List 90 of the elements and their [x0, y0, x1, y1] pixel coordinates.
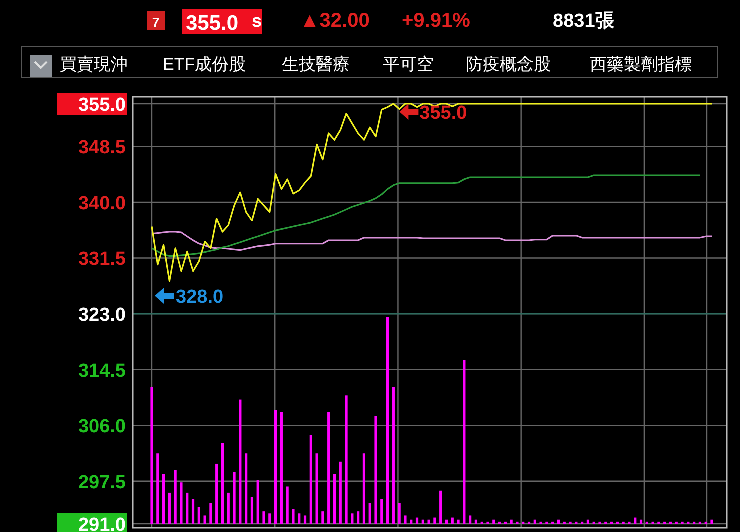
bar [298, 514, 301, 524]
bar [328, 412, 330, 524]
bar [428, 520, 430, 524]
bar [374, 416, 378, 524]
annotation: 355.0 [420, 103, 468, 124]
bar [351, 514, 354, 524]
bar [227, 492, 230, 524]
bar [422, 520, 424, 524]
bar [204, 516, 206, 524]
y-tick-label: 323.0 [78, 305, 126, 326]
y-tick-label: 291.0 [78, 515, 126, 532]
y-tick-label: 314.5 [78, 360, 126, 382]
bar [368, 503, 372, 524]
bar [362, 454, 366, 524]
bar [640, 520, 643, 524]
bar [410, 520, 413, 524]
bar [245, 454, 248, 524]
bar [174, 470, 177, 524]
chart-title: 355.0 [186, 12, 239, 35]
bar [316, 454, 318, 524]
bar [492, 520, 496, 524]
text: 8831張 [553, 11, 616, 32]
bar [322, 512, 324, 524]
bar [262, 512, 266, 524]
bar [192, 499, 195, 524]
bar [286, 486, 289, 524]
bar [168, 492, 171, 524]
y-tick-label: 340.0 [78, 193, 126, 214]
bar [292, 510, 295, 524]
bar [557, 520, 560, 524]
bar [221, 443, 224, 524]
text: ETF成份股 [163, 55, 246, 74]
bar [233, 472, 236, 524]
bar [239, 400, 242, 524]
line-series [151, 231, 713, 252]
bar [380, 499, 384, 524]
text: +9.91% [402, 10, 471, 32]
bar [268, 514, 272, 524]
bar [357, 512, 360, 524]
bar [210, 503, 212, 524]
bar [304, 516, 307, 524]
bar [198, 507, 200, 524]
bar [451, 518, 454, 524]
bar [434, 518, 436, 524]
bar [710, 520, 714, 524]
bar [339, 462, 342, 524]
line-series [151, 174, 701, 257]
bar [156, 454, 160, 524]
bar [634, 518, 637, 524]
bar [274, 410, 278, 524]
bar [404, 516, 407, 524]
y-tick-label: 297.5 [78, 472, 126, 494]
text: 西藥製劑指標 [590, 55, 692, 74]
text: 買賣現沖 [60, 55, 128, 74]
bar [457, 520, 460, 524]
bar [510, 520, 513, 524]
bar [310, 434, 312, 524]
text: 生技醫療 [282, 55, 350, 74]
bar [180, 482, 183, 524]
bar [463, 360, 466, 524]
text: ▲32.00 [300, 10, 370, 32]
bar [345, 396, 348, 524]
bar [586, 520, 590, 524]
bar [534, 520, 536, 524]
bar [250, 497, 254, 524]
annotation: 328.0 [176, 287, 224, 308]
bar [392, 387, 395, 524]
text: 防疫概念股 [466, 55, 551, 74]
y-tick-label: 355.0 [78, 95, 126, 116]
bar [398, 503, 401, 524]
y-tick-label: 331.5 [78, 249, 126, 270]
bar [280, 412, 283, 524]
bar [440, 490, 442, 524]
line-series [151, 103, 713, 282]
bar [474, 520, 478, 524]
bar [216, 464, 218, 524]
y-tick-label: 348.5 [78, 138, 126, 159]
text: 平可空 [383, 55, 434, 74]
bar [256, 480, 260, 524]
bar [186, 492, 189, 524]
y-tick-label: 306.0 [78, 416, 126, 438]
bar [150, 387, 154, 524]
bar [333, 474, 336, 524]
text: s [252, 11, 262, 31]
bar [445, 520, 448, 524]
bar [469, 516, 472, 524]
bar [386, 317, 390, 524]
text: 7 [152, 15, 160, 30]
bar [416, 518, 419, 524]
bar [162, 474, 166, 524]
